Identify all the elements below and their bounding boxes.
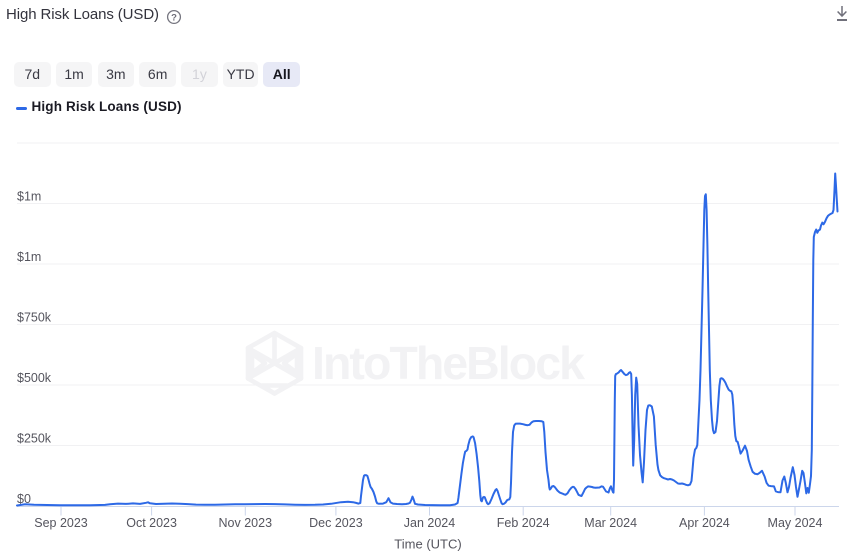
svg-text:Time (UTC): Time (UTC): [394, 537, 461, 552]
svg-text:Apr 2024: Apr 2024: [679, 516, 730, 530]
svg-text:$250k: $250k: [17, 432, 52, 446]
svg-text:Oct 2023: Oct 2023: [126, 516, 177, 530]
svg-text:$750k: $750k: [17, 311, 52, 325]
svg-text:Jan 2024: Jan 2024: [404, 516, 455, 530]
svg-text:Dec 2023: Dec 2023: [309, 516, 363, 530]
svg-text:IntoTheBlock: IntoTheBlock: [312, 337, 585, 389]
svg-text:Feb 2024: Feb 2024: [497, 516, 550, 530]
svg-text:May 2024: May 2024: [768, 516, 823, 530]
svg-text:$1m: $1m: [17, 250, 41, 264]
svg-text:?: ?: [171, 12, 177, 23]
svg-text:Mar 2024: Mar 2024: [584, 516, 637, 530]
svg-text:Nov 2023: Nov 2023: [219, 516, 273, 530]
svg-text:$0: $0: [17, 492, 31, 506]
svg-text:$1m: $1m: [17, 190, 41, 204]
svg-text:Sep 2023: Sep 2023: [34, 516, 88, 530]
svg-text:$500k: $500k: [17, 371, 52, 385]
